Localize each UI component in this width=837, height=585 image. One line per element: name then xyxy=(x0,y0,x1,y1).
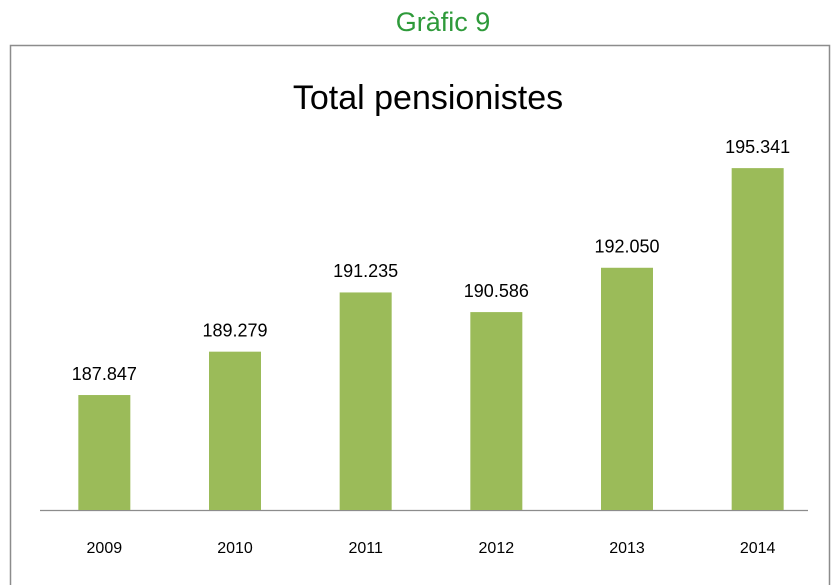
x-tick-label: 2012 xyxy=(479,540,515,557)
chart-frame xyxy=(9,44,831,585)
bar xyxy=(731,168,784,511)
bar xyxy=(601,267,653,510)
value-label: 192.050 xyxy=(594,237,659,257)
x-tick-label: 2013 xyxy=(609,540,645,557)
value-label: 195.341 xyxy=(725,137,790,157)
bar xyxy=(339,292,392,510)
value-label: 187.847 xyxy=(72,364,137,384)
value-label: 189.279 xyxy=(202,320,267,340)
x-tick-label: 2011 xyxy=(348,540,383,557)
x-tick-label: 2009 xyxy=(87,540,123,557)
page-heading: Gràfic 9 xyxy=(396,7,491,37)
value-label: 190.586 xyxy=(464,281,529,301)
x-tick-label: 2010 xyxy=(217,540,253,557)
x-tick-label: 2014 xyxy=(740,540,776,557)
bar xyxy=(209,351,261,510)
value-label: 191.235 xyxy=(333,261,398,281)
bar xyxy=(470,312,523,510)
bar xyxy=(78,395,131,510)
chart-title: Total pensionistes xyxy=(293,79,563,117)
